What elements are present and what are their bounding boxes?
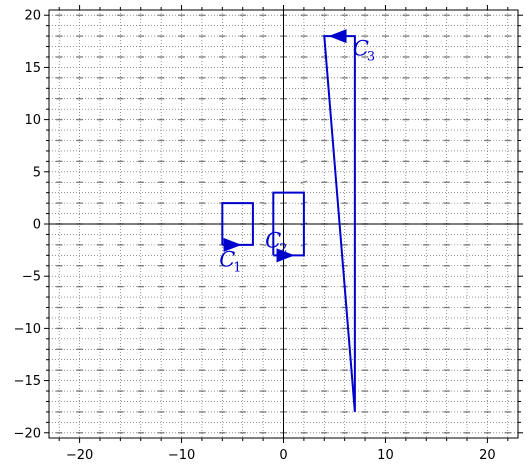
- label-sub-1: 2: [279, 242, 287, 257]
- field-dash-263: [259, 201, 267, 205]
- label-main-0: C: [219, 247, 235, 271]
- ticks: −20 −10 0 10 20 20 15 10 5 0 −5 −10 −15 −20: [14, 5, 523, 463]
- field-dash-309: [259, 160, 267, 163]
- y-tick-label: −20: [14, 426, 41, 441]
- y-tick-label: −5: [22, 270, 41, 285]
- x-tick-label: −10: [168, 448, 195, 463]
- arrow-c1: [223, 237, 242, 252]
- label-sub-0: 1: [233, 260, 241, 275]
- y-tick-label: 5: [33, 165, 41, 180]
- axes: [49, 10, 518, 438]
- arrow-c2: [276, 248, 295, 263]
- grid: [49, 10, 518, 438]
- y-tick-label: 15: [24, 61, 41, 76]
- field-dash-311: [300, 159, 308, 164]
- y-tick-label: −10: [14, 322, 41, 337]
- field-dash-286: [259, 180, 267, 184]
- field-dash-288: [300, 180, 308, 184]
- curve-c1: [221, 202, 254, 246]
- y-tick-label: −15: [14, 374, 41, 389]
- x-tick-label: 0: [279, 448, 287, 463]
- arrow-c3: [328, 29, 347, 44]
- y-tick-label: 10: [24, 113, 41, 128]
- label-sub-2: 3: [367, 50, 375, 65]
- y-tick-label: 20: [24, 9, 41, 24]
- y-tick-label: 0: [33, 218, 41, 233]
- x-tick-label: −20: [66, 448, 93, 463]
- curves: [221, 29, 356, 412]
- x-tick-label: 10: [377, 448, 394, 463]
- label-main-2: C: [353, 37, 369, 61]
- label-main-1: C: [265, 229, 281, 253]
- x-tick-label: 20: [479, 448, 496, 463]
